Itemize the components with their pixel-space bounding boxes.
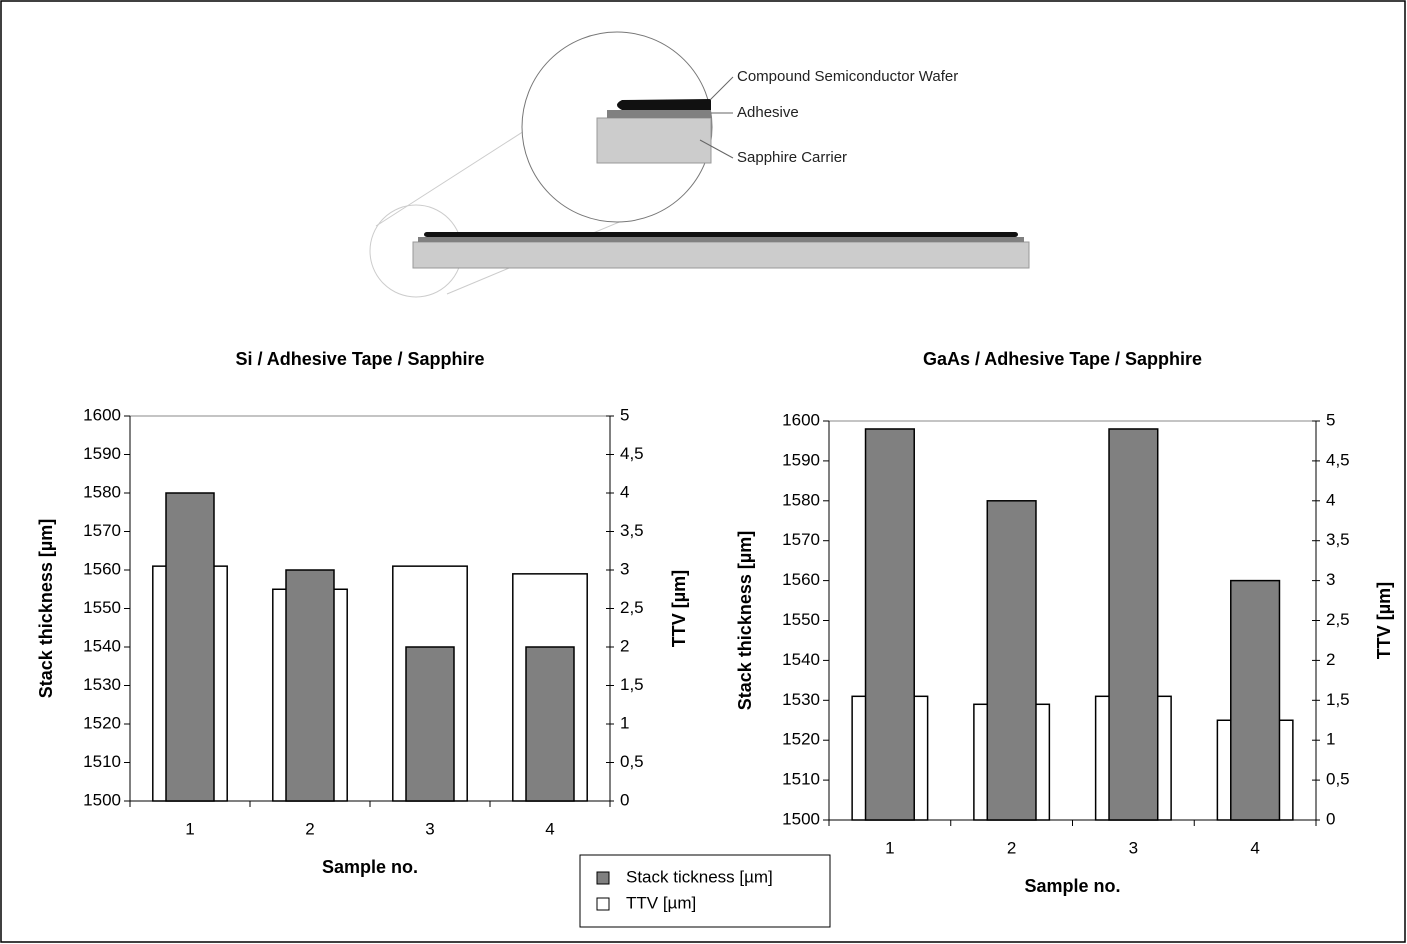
x-tick-label: 4 [1250,838,1259,857]
y2-tick-label: 4 [620,482,629,501]
y2-tick-label: 3,5 [1326,530,1350,549]
diagram-label: Sapphire Carrier [737,149,847,166]
y2-tick-label: 4,5 [1326,450,1350,469]
y-axis-label: Stack thickness [µm] [735,531,755,710]
y-tick-label: 1590 [782,450,820,469]
thickness-bar [406,647,454,801]
y-tick-label: 1560 [83,559,121,578]
legend-entry: TTV [µm] [626,893,696,912]
thickness-bar [1231,581,1280,820]
y2-tick-label: 2,5 [1326,610,1350,629]
y2-tick-label: 1 [620,713,629,732]
y2-tick-label: 3 [620,559,629,578]
y2-tick-label: 3,5 [620,521,644,540]
adhesive [418,237,1024,242]
y-tick-label: 1500 [83,790,121,809]
thickness-bar [987,501,1036,820]
y-tick-label: 1550 [83,598,121,617]
y-tick-label: 1530 [83,675,121,694]
y-tick-label: 1600 [83,405,121,424]
x-tick-label: 3 [425,819,434,838]
y-tick-label: 1500 [782,809,820,828]
adhesive-detail [607,110,711,118]
y2-tick-label: 2 [1326,650,1335,669]
y-tick-label: 1570 [83,521,121,540]
legend-box [580,855,830,927]
y-tick-label: 1530 [782,690,820,709]
chart-title: Si / Adhesive Tape / Sapphire [235,349,484,369]
y-tick-label: 1580 [782,490,820,509]
y2-tick-label: 2 [620,636,629,655]
thickness-bar [866,429,915,820]
y-axis-label: Stack thickness [µm] [36,519,56,698]
figure: Compound Semiconductor Wafer Adhesive Sa… [0,0,1407,944]
y2-tick-label: 0,5 [620,752,644,771]
x-tick-label: 1 [885,838,894,857]
y-tick-label: 1550 [782,610,820,629]
diagram-label: Adhesive [737,104,799,121]
y-tick-label: 1570 [782,530,820,549]
y-tick-label: 1600 [782,410,820,429]
y2-tick-label: 4,5 [620,444,644,463]
legend-swatch [597,898,609,910]
carrier [413,242,1029,268]
y-tick-label: 1510 [83,752,121,771]
thickness-bar [166,493,214,801]
chart-title: GaAs / Adhesive Tape / Sapphire [923,349,1202,369]
wafer [424,232,1018,237]
legend-swatch [597,872,609,884]
y2-tick-label: 0,5 [1326,770,1350,789]
x-tick-label: 2 [305,819,314,838]
y2-tick-label: 1,5 [1326,690,1350,709]
y-tick-label: 1520 [83,713,121,732]
x-axis-label: Sample no. [1024,876,1120,896]
carrier-detail [597,118,711,163]
y2-tick-label: 4 [1326,490,1335,509]
y2-tick-label: 5 [1326,410,1335,429]
y-tick-label: 1540 [83,636,121,655]
x-axis-label: Sample no. [322,857,418,877]
y2-tick-label: 2,5 [620,598,644,617]
y2-tick-label: 3 [1326,570,1335,589]
x-tick-label: 2 [1007,838,1016,857]
y-tick-label: 1540 [782,650,820,669]
y-tick-label: 1560 [782,570,820,589]
y2-axis-label: TTV [µm] [1374,582,1394,659]
y2-tick-label: 0 [620,790,629,809]
x-tick-label: 3 [1129,838,1138,857]
y-tick-label: 1590 [83,444,121,463]
wafer-detail [617,99,711,110]
x-tick-label: 1 [185,819,194,838]
y-tick-label: 1520 [782,730,820,749]
y2-tick-label: 0 [1326,809,1335,828]
y2-tick-label: 1,5 [620,675,644,694]
thickness-bar [286,570,334,801]
thickness-bar [526,647,574,801]
y2-tick-label: 1 [1326,730,1335,749]
thickness-bar [1109,429,1158,820]
y2-axis-label: TTV [µm] [669,570,689,647]
legend-entry: Stack tickness [µm] [626,867,773,886]
diagram-label: Compound Semiconductor Wafer [737,68,958,85]
y-tick-label: 1510 [782,770,820,789]
x-tick-label: 4 [545,819,554,838]
y-tick-label: 1580 [83,482,121,501]
y2-tick-label: 5 [620,405,629,424]
